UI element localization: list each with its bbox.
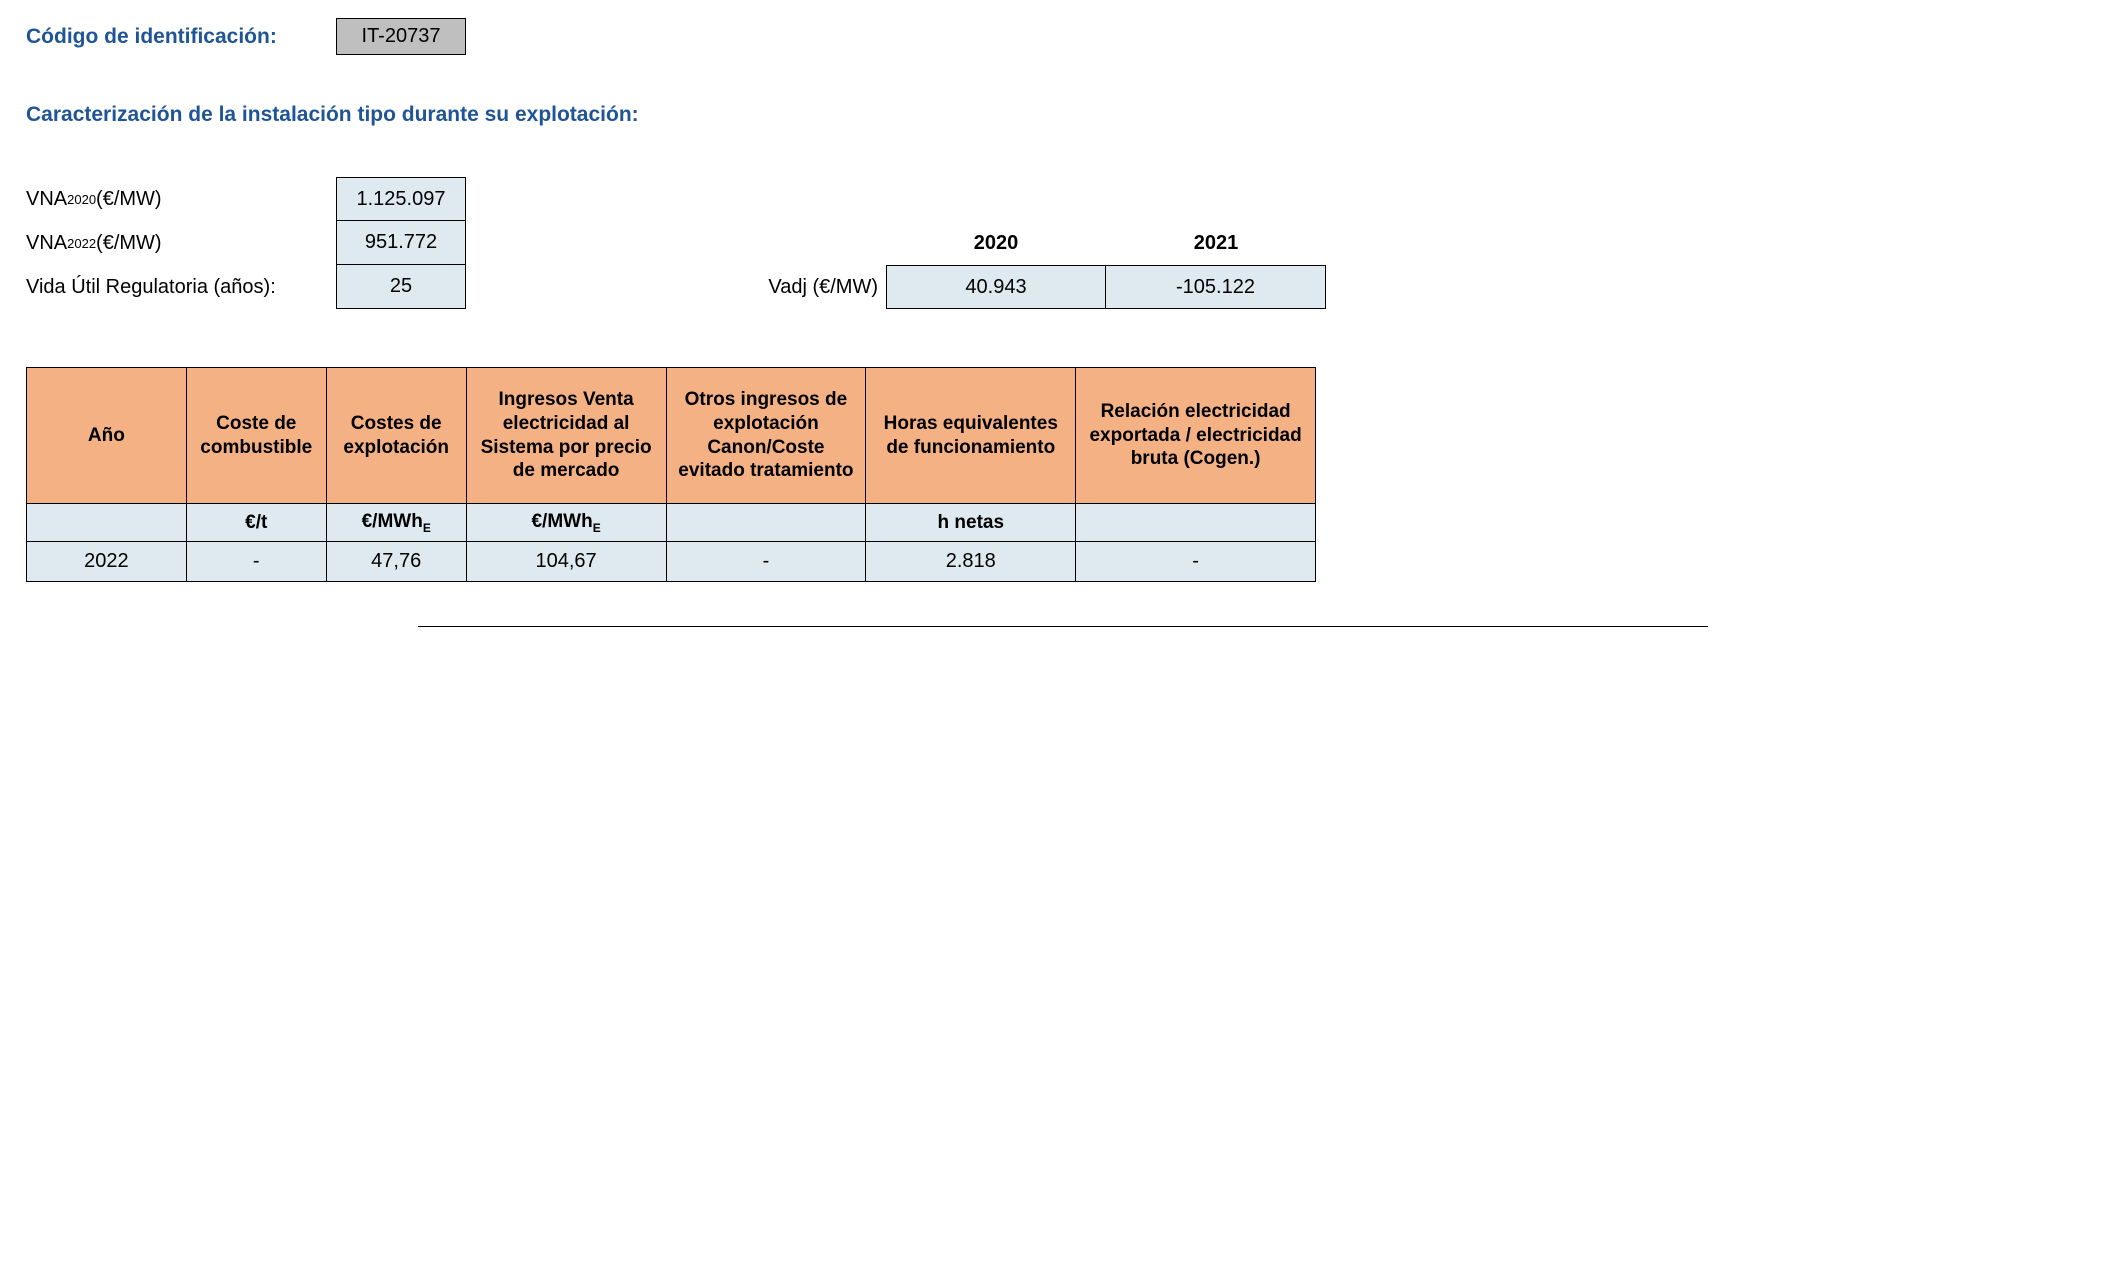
code-value-box: IT-20737	[336, 18, 466, 55]
vadj-year-0: 2020	[886, 221, 1106, 265]
table-header-row: Año Coste de combustible Costes de explo…	[27, 368, 1316, 504]
unit-3: €/MWhE	[466, 504, 666, 542]
vna2020-unit: (€/MW)	[96, 188, 162, 211]
vadj-block: 2020 2021 Vadj (€/MW) 40.943 -105.122	[746, 221, 1326, 309]
th-expl: Costes de explotación	[326, 368, 466, 504]
code-label: Código de identificación:	[26, 25, 336, 49]
unit-0	[27, 504, 187, 542]
th-ing: Ingresos Venta electricidad al Sistema p…	[466, 368, 666, 504]
vna2022-sub: 2022	[67, 236, 96, 251]
unit-2-sub: E	[423, 520, 431, 534]
unit-6	[1076, 504, 1316, 542]
unit-3-sub: E	[593, 520, 601, 534]
vna2020-label: VNA2020 (€/MW)	[26, 177, 336, 221]
code-row: Código de identificación: IT-20737	[26, 18, 2100, 55]
vna2022-unit: (€/MW)	[96, 232, 162, 255]
divider	[418, 626, 1708, 627]
vna2020-sub: 2020	[67, 192, 96, 207]
vadj-year-1: 2021	[1106, 221, 1326, 265]
params-wrap: VNA2020 (€/MW) 1.125.097 VNA2022 (€/MW) …	[26, 177, 2100, 309]
unit-1: €/t	[186, 504, 326, 542]
th-otros: Otros ingresos de explotación Canon/Cost…	[666, 368, 866, 504]
unit-3-txt: €/MWh	[531, 511, 592, 532]
vadj-value-1: -105.122	[1106, 265, 1326, 309]
vna2020-value: 1.125.097	[336, 177, 466, 221]
vadj-value-0: 40.943	[886, 265, 1106, 309]
th-ano: Año	[27, 368, 187, 504]
unit-4	[666, 504, 866, 542]
section-title: Caracterización de la instalación tipo d…	[26, 103, 2100, 127]
cell-0-0: 2022	[27, 542, 187, 582]
th-rel: Relación electricidad exportada / electr…	[1076, 368, 1316, 504]
main-table: Año Coste de combustible Costes de explo…	[26, 367, 1316, 582]
table-units-row: €/t €/MWhE €/MWhE h netas	[27, 504, 1316, 542]
vna2020-pre: VNA	[26, 188, 67, 211]
unit-2-txt: €/MWh	[362, 511, 423, 532]
cell-0-2: 47,76	[326, 542, 466, 582]
cell-0-4: -	[666, 542, 866, 582]
cell-0-1: -	[186, 542, 326, 582]
cell-0-6: -	[1076, 542, 1316, 582]
cell-0-5: 2.818	[866, 542, 1076, 582]
params-left: VNA2020 (€/MW) 1.125.097 VNA2022 (€/MW) …	[26, 177, 466, 309]
unit-5: h netas	[866, 504, 1076, 542]
cell-0-3: 104,67	[466, 542, 666, 582]
th-horas: Horas equivalentes de funcionamiento	[866, 368, 1076, 504]
vna2022-label: VNA2022 (€/MW)	[26, 221, 336, 265]
life-value: 25	[336, 265, 466, 309]
vadj-label: Vadj (€/MW)	[746, 265, 886, 309]
life-label: Vida Útil Regulatoria (años):	[26, 265, 336, 309]
vna2022-pre: VNA	[26, 232, 67, 255]
th-comb: Coste de combustible	[186, 368, 326, 504]
unit-2: €/MWhE	[326, 504, 466, 542]
table-row: 2022 - 47,76 104,67 - 2.818 -	[27, 542, 1316, 582]
vna2022-value: 951.772	[336, 221, 466, 265]
